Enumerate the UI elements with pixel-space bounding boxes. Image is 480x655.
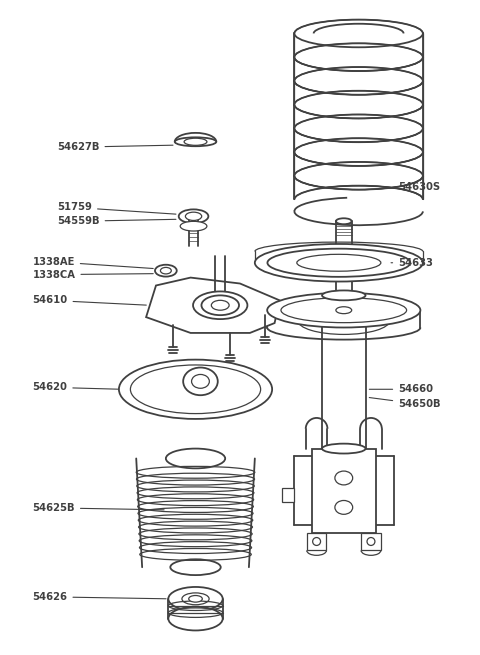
Ellipse shape bbox=[297, 254, 381, 271]
Ellipse shape bbox=[175, 138, 216, 146]
Bar bbox=[361, 533, 381, 550]
Ellipse shape bbox=[185, 212, 202, 221]
Ellipse shape bbox=[166, 449, 225, 468]
Ellipse shape bbox=[192, 375, 209, 388]
Text: 54610: 54610 bbox=[33, 295, 146, 305]
Text: 54559B: 54559B bbox=[57, 216, 176, 226]
Ellipse shape bbox=[267, 293, 420, 328]
Ellipse shape bbox=[312, 538, 321, 546]
Ellipse shape bbox=[119, 360, 272, 419]
Ellipse shape bbox=[255, 244, 423, 282]
Ellipse shape bbox=[281, 298, 407, 323]
Ellipse shape bbox=[336, 307, 352, 314]
Ellipse shape bbox=[193, 291, 247, 319]
Ellipse shape bbox=[168, 587, 223, 610]
Ellipse shape bbox=[184, 138, 207, 145]
Ellipse shape bbox=[211, 301, 229, 310]
Ellipse shape bbox=[322, 290, 366, 301]
Ellipse shape bbox=[180, 221, 207, 231]
Ellipse shape bbox=[155, 265, 177, 276]
Text: 54626: 54626 bbox=[33, 592, 166, 602]
Ellipse shape bbox=[267, 249, 410, 277]
Ellipse shape bbox=[189, 595, 202, 602]
Ellipse shape bbox=[336, 218, 352, 224]
Text: 54660: 54660 bbox=[369, 384, 433, 394]
Ellipse shape bbox=[179, 210, 208, 223]
Bar bbox=[307, 533, 326, 550]
Ellipse shape bbox=[170, 559, 221, 575]
Ellipse shape bbox=[183, 367, 218, 395]
Ellipse shape bbox=[335, 471, 353, 485]
Text: 54650B: 54650B bbox=[369, 398, 441, 409]
Bar bbox=[312, 449, 376, 533]
Ellipse shape bbox=[322, 443, 366, 453]
Text: 51759: 51759 bbox=[57, 202, 176, 214]
Text: 1338CA: 1338CA bbox=[33, 270, 153, 280]
Text: 54625B: 54625B bbox=[33, 503, 164, 513]
Ellipse shape bbox=[131, 365, 261, 413]
Text: 54620: 54620 bbox=[33, 383, 119, 392]
Text: 1338AE: 1338AE bbox=[33, 257, 153, 269]
Text: 54627B: 54627B bbox=[57, 142, 173, 152]
Ellipse shape bbox=[335, 500, 353, 514]
Bar bbox=[282, 488, 294, 502]
Ellipse shape bbox=[367, 538, 375, 546]
Polygon shape bbox=[146, 278, 279, 333]
Ellipse shape bbox=[168, 607, 223, 631]
Ellipse shape bbox=[182, 593, 209, 605]
Text: 54633: 54633 bbox=[391, 258, 433, 268]
Text: 54630S: 54630S bbox=[381, 181, 440, 192]
Ellipse shape bbox=[202, 295, 239, 315]
Ellipse shape bbox=[160, 267, 171, 274]
